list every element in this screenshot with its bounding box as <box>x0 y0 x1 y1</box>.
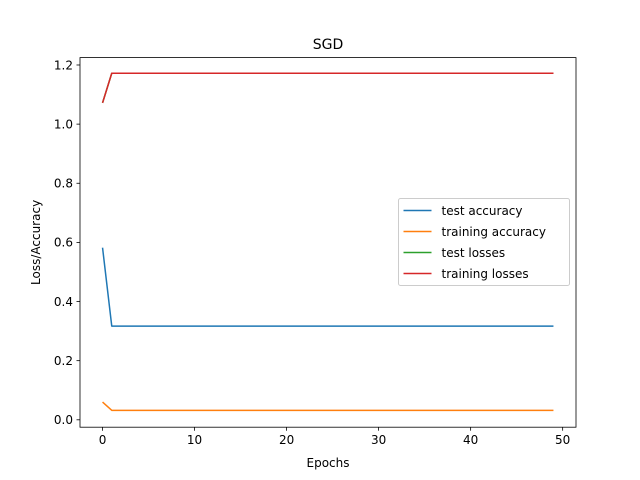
legend: test accuracy training accuracy test losse… <box>398 198 570 286</box>
ticks-layer: 0 10 20 30 40 50 0.0 0.2 0.4 0.6 0.8 1.0 1.2 <box>54 58 570 447</box>
y-tick-label-2: 0.4 <box>54 295 73 309</box>
x-tick-label-5: 50 <box>555 433 570 447</box>
chart-title: SGD <box>313 37 344 53</box>
series-line-3 <box>101 72 554 104</box>
x-tick-label-0: 0 <box>99 433 107 447</box>
x-tick-label-1: 10 <box>187 433 202 447</box>
y-tick-label-6: 1.2 <box>54 58 73 72</box>
y-tick-label-0: 0.0 <box>54 413 73 427</box>
y-tick-label-3: 0.6 <box>54 236 73 250</box>
legend-box <box>398 198 570 286</box>
legend-label-0: test accuracy <box>442 204 523 218</box>
x-tick-label-2: 20 <box>279 433 294 447</box>
y-axis-label: Loss/Accuracy <box>29 200 43 285</box>
series-line-1 <box>102 401 554 412</box>
series-line-2 <box>101 72 554 104</box>
x-tick-label-3: 30 <box>371 433 386 447</box>
legend-label-2: test losses <box>442 246 506 260</box>
y-tick-label-4: 0.8 <box>54 177 73 191</box>
y-tick-label-1: 0.2 <box>54 354 73 368</box>
y-tick-label-5: 1.0 <box>54 117 73 131</box>
legend-label-1: training accuracy <box>442 225 546 239</box>
series-layer <box>101 72 554 412</box>
legend-label-3: training losses <box>442 267 529 281</box>
x-axis-label: Epochs <box>307 456 350 470</box>
x-tick-label-4: 40 <box>463 433 478 447</box>
series-line-0 <box>101 247 554 327</box>
